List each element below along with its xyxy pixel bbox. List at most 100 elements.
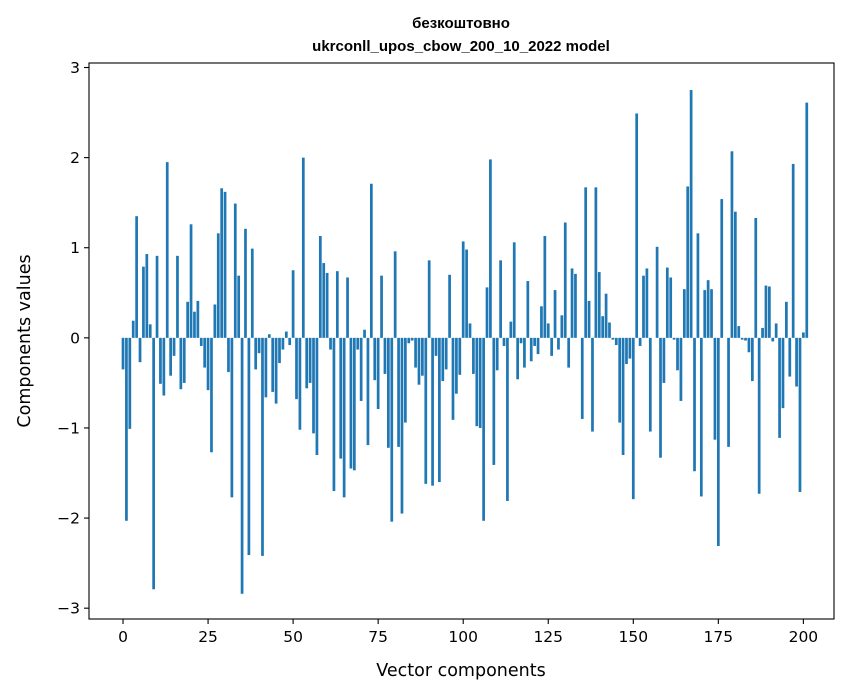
bar <box>485 287 489 338</box>
bar <box>284 331 288 338</box>
bar <box>121 337 125 370</box>
bar <box>744 337 747 341</box>
bar <box>540 306 543 338</box>
bar <box>614 337 618 346</box>
x-axis-label: Vector components <box>376 661 545 681</box>
bar <box>152 337 155 590</box>
bar <box>502 337 506 346</box>
bar <box>186 301 190 338</box>
bar <box>250 248 254 338</box>
bar <box>604 293 608 338</box>
bar <box>553 290 557 338</box>
bar <box>179 337 183 390</box>
bar <box>645 268 649 338</box>
bar <box>390 337 394 522</box>
bar <box>346 277 349 338</box>
bar <box>196 300 200 338</box>
bar <box>308 337 312 383</box>
y-tick-label: 1 <box>70 239 80 257</box>
bar <box>206 337 210 391</box>
bar <box>421 337 424 376</box>
x-tick-label: 150 <box>618 628 648 646</box>
bar <box>438 337 441 483</box>
bar <box>768 286 771 338</box>
bar <box>594 187 598 338</box>
bar <box>424 337 428 484</box>
bar <box>138 337 142 363</box>
bar <box>267 334 271 338</box>
bar <box>754 218 758 338</box>
bar <box>662 337 666 383</box>
bar <box>669 277 673 338</box>
bar <box>631 337 635 500</box>
bar <box>369 183 373 338</box>
bar <box>611 337 615 340</box>
bar <box>274 337 278 404</box>
bar <box>560 315 564 338</box>
bar <box>621 337 625 455</box>
bar <box>410 337 414 341</box>
bar <box>461 241 465 338</box>
bar <box>135 216 138 338</box>
bar <box>189 224 193 338</box>
bar <box>591 337 594 432</box>
bar <box>148 324 152 338</box>
bar <box>203 337 207 368</box>
bar <box>699 337 703 497</box>
bar <box>648 337 652 432</box>
x-tick-label: 175 <box>704 628 734 646</box>
bar <box>352 337 356 471</box>
bar <box>706 280 710 338</box>
bar <box>512 242 516 338</box>
bar <box>366 337 370 446</box>
bar <box>682 289 686 338</box>
bar <box>686 186 690 338</box>
bar <box>162 337 166 396</box>
bar <box>131 320 135 338</box>
bar <box>451 337 455 420</box>
bar <box>492 337 496 465</box>
bar <box>563 222 567 338</box>
bar <box>557 337 560 350</box>
bar <box>751 337 754 382</box>
bar <box>737 326 741 338</box>
bar <box>580 337 584 419</box>
bar <box>216 233 220 338</box>
y-axis-label: Components values <box>15 254 35 427</box>
bar <box>546 323 550 338</box>
bar <box>159 337 162 384</box>
bar <box>458 337 462 375</box>
bar <box>536 337 540 355</box>
x-tick-label: 125 <box>533 628 563 646</box>
bar <box>128 337 132 429</box>
y-tick-label: −3 <box>57 600 80 618</box>
bar <box>322 263 326 338</box>
bar <box>676 337 679 371</box>
bar <box>713 337 717 440</box>
bar <box>774 323 778 338</box>
bar <box>155 255 159 338</box>
bar <box>254 337 258 370</box>
bar <box>237 275 241 338</box>
bar <box>169 337 172 376</box>
bar <box>182 337 186 383</box>
bar <box>431 337 434 486</box>
bar <box>393 251 397 338</box>
bar <box>373 337 377 381</box>
bar <box>679 337 683 401</box>
bar <box>220 188 224 338</box>
bar <box>703 290 707 338</box>
bar <box>509 321 513 338</box>
bar <box>642 275 645 338</box>
bar <box>465 249 468 338</box>
bar <box>720 199 724 338</box>
bar <box>499 260 502 338</box>
bar <box>523 337 526 368</box>
y-tick-label: −1 <box>57 419 80 437</box>
bar <box>506 337 509 501</box>
bar <box>125 337 128 521</box>
bar <box>791 163 795 338</box>
bar <box>495 337 499 371</box>
bar <box>448 274 451 338</box>
bar <box>798 337 802 492</box>
